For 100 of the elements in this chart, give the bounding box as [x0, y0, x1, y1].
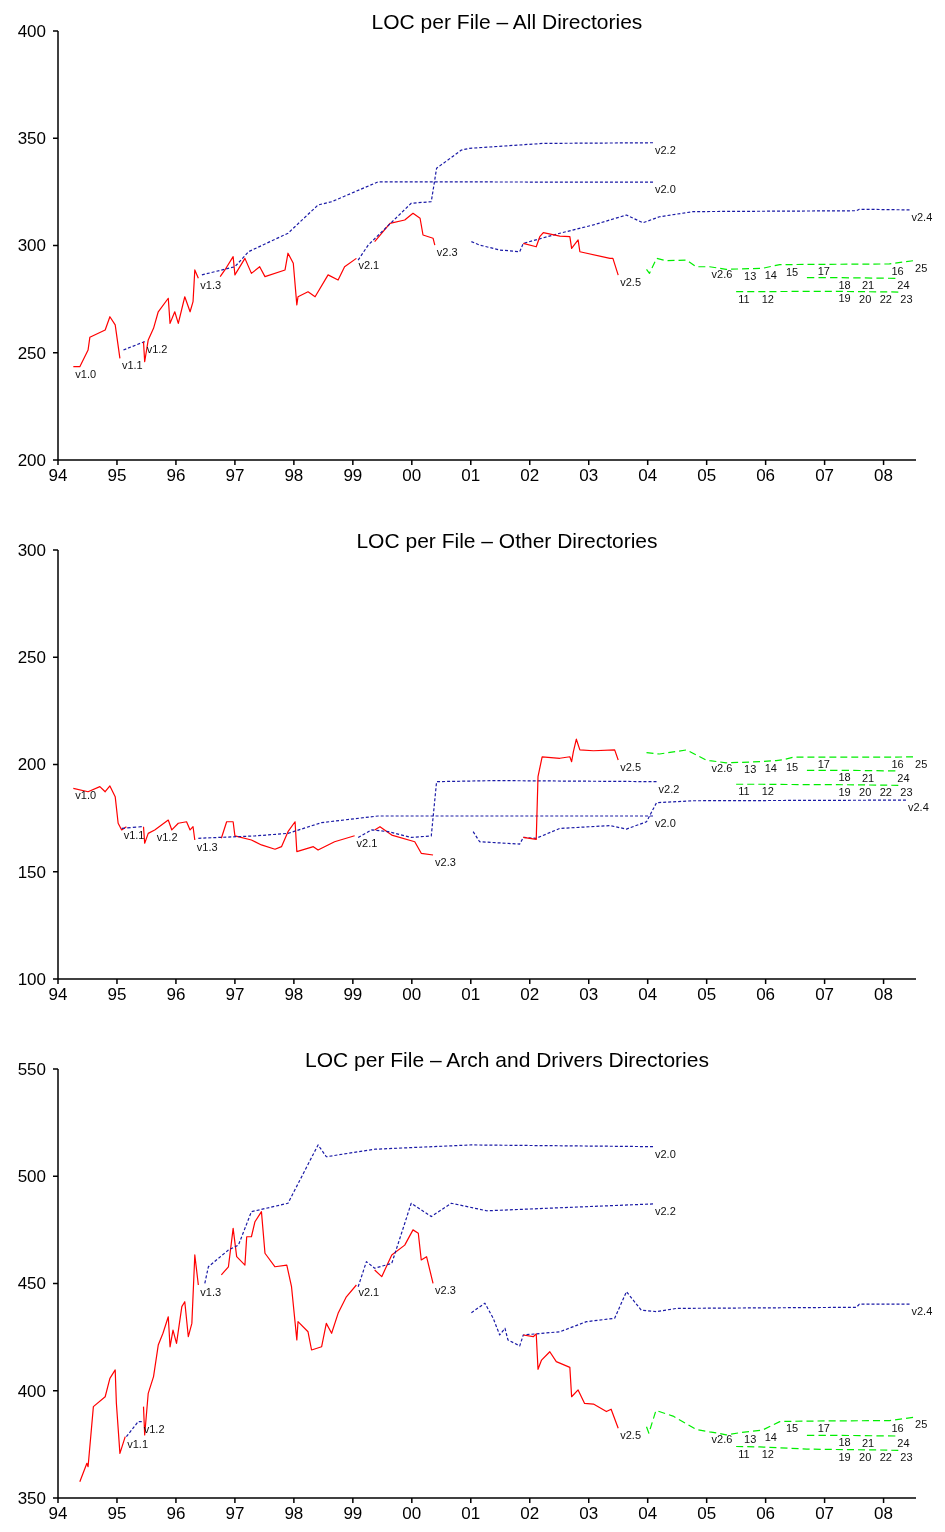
x-tick-label: 01 [461, 1504, 481, 1523]
annotation: v1.2 [146, 342, 168, 355]
x-tick-label: 07 [815, 1504, 835, 1523]
x-tick-label: 08 [874, 466, 894, 485]
x-tick-label: 04 [638, 1504, 658, 1523]
x-tick-label: 95 [107, 466, 127, 485]
annotation: 19 [838, 292, 851, 305]
x-tick-label: 04 [638, 985, 658, 1004]
x-tick-label: 00 [402, 1504, 422, 1523]
annotation: v2.4 [911, 210, 933, 223]
annotation: v2.2 [658, 782, 680, 795]
annotation: v1.0 [75, 789, 97, 802]
annotation: 25 [915, 1418, 928, 1431]
x-tick-label: 98 [284, 466, 304, 485]
annotation: v2.0 [655, 1147, 676, 1160]
line-series [522, 232, 619, 276]
y-tick-label: 350 [17, 129, 46, 149]
annotation: v2.3 [436, 246, 458, 259]
x-tick-label: 00 [402, 466, 422, 485]
annotation: 14 [764, 1431, 777, 1443]
line-series [204, 1144, 654, 1284]
line-series [220, 1211, 357, 1351]
x-tick-label: 95 [107, 1504, 127, 1523]
annotation: v1.3 [200, 279, 222, 292]
annotation: v1.2 [156, 830, 178, 843]
line-series [142, 1254, 199, 1436]
line-series [374, 212, 436, 246]
annotation: 16 [891, 1421, 904, 1434]
annotation: 16 [891, 758, 904, 771]
y-tick-label: 100 [17, 969, 46, 989]
annotation: 22 [879, 786, 892, 799]
annotation: 15 [785, 265, 799, 278]
x-tick-label: 05 [697, 1504, 717, 1523]
annotation: 24 [897, 1437, 910, 1450]
x-tick-label: 05 [697, 985, 717, 1004]
annotation: 13 [744, 763, 757, 776]
x-tick-label: 95 [107, 985, 127, 1004]
annotation: v2.5 [620, 761, 641, 773]
x-tick-label: 96 [166, 1504, 186, 1523]
annotation: v2.5 [620, 1429, 641, 1442]
annotation: 12 [761, 1447, 774, 1460]
annotation: 14 [764, 762, 777, 775]
annotation: v1.3 [196, 841, 218, 853]
annotation: 13 [744, 1433, 757, 1446]
x-tick-label: 98 [284, 985, 304, 1004]
annotation: 12 [761, 785, 774, 798]
annotation: 12 [761, 292, 774, 305]
y-tick-label: 500 [17, 1167, 46, 1187]
y-tick-label: 300 [17, 540, 46, 560]
line-series [220, 821, 356, 853]
annotation: 24 [897, 771, 910, 784]
annotation: v2.6 [711, 1432, 733, 1445]
line-series [72, 316, 121, 368]
annotation: 22 [879, 292, 892, 305]
annotation: 19 [838, 785, 851, 798]
annotation: 21 [861, 278, 875, 291]
annotation: 18 [838, 278, 851, 291]
line-series [522, 738, 619, 840]
line-series [79, 1369, 126, 1483]
annotation: 21 [861, 771, 875, 784]
x-tick-label: 02 [520, 985, 540, 1004]
annotation: 15 [785, 760, 799, 773]
annotation: 13 [744, 269, 757, 282]
annotation: 23 [900, 293, 913, 306]
chart-title: LOC per File – Other Directories [356, 529, 658, 552]
annotation: 11 [738, 1447, 750, 1460]
x-tick-label: 99 [343, 1504, 363, 1523]
annotation: 25 [915, 261, 928, 274]
x-tick-label: 01 [461, 985, 481, 1004]
annotation: v2.2 [655, 1204, 676, 1217]
annotation: v2.4 [911, 1305, 933, 1318]
annotation: v2.3 [435, 856, 456, 869]
x-tick-label: 04 [638, 466, 658, 485]
annotation: 17 [817, 758, 830, 771]
x-tick-label: 07 [815, 466, 835, 485]
x-tick-label: 94 [48, 1504, 68, 1523]
y-tick-label: 300 [17, 236, 46, 256]
annotation: v2.1 [358, 1286, 380, 1298]
annotation: v2.2 [655, 143, 676, 156]
x-tick-label: 99 [343, 466, 363, 485]
annotation: v1.0 [75, 367, 97, 380]
annotation: 20 [859, 785, 872, 798]
annotation: 19 [838, 1450, 851, 1463]
x-tick-label: 97 [225, 985, 245, 1004]
annotation: 18 [838, 1436, 851, 1449]
y-tick-label: 450 [17, 1274, 46, 1294]
annotation: v2.0 [655, 816, 676, 829]
y-tick-label: 150 [17, 862, 46, 882]
annotation: 25 [915, 757, 928, 770]
annotation: 21 [861, 1436, 875, 1449]
line-series [470, 1291, 911, 1347]
x-tick-label: 96 [166, 985, 186, 1004]
y-tick-label: 550 [17, 1059, 46, 1079]
y-tick-label: 250 [17, 343, 46, 363]
line-series [522, 1333, 619, 1429]
annotation: 23 [900, 786, 913, 799]
x-tick-label: 06 [756, 985, 776, 1004]
annotation: v1.3 [200, 1286, 222, 1298]
annotation: 22 [879, 1450, 892, 1463]
x-tick-label: 01 [461, 466, 481, 485]
